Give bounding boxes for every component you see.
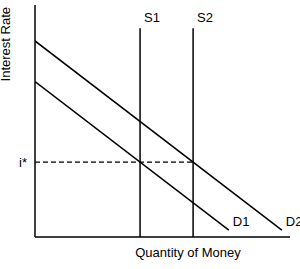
svg-text:Quantity of Money: Quantity of Money <box>135 245 241 260</box>
svg-text:S1: S1 <box>144 10 160 25</box>
svg-text:Interest Rate: Interest Rate <box>8 7 13 81</box>
svg-text:D2: D2 <box>286 214 292 229</box>
svg-text:i*: i* <box>19 155 27 170</box>
svg-text:D1: D1 <box>233 214 250 229</box>
svg-text:S2: S2 <box>197 10 213 25</box>
